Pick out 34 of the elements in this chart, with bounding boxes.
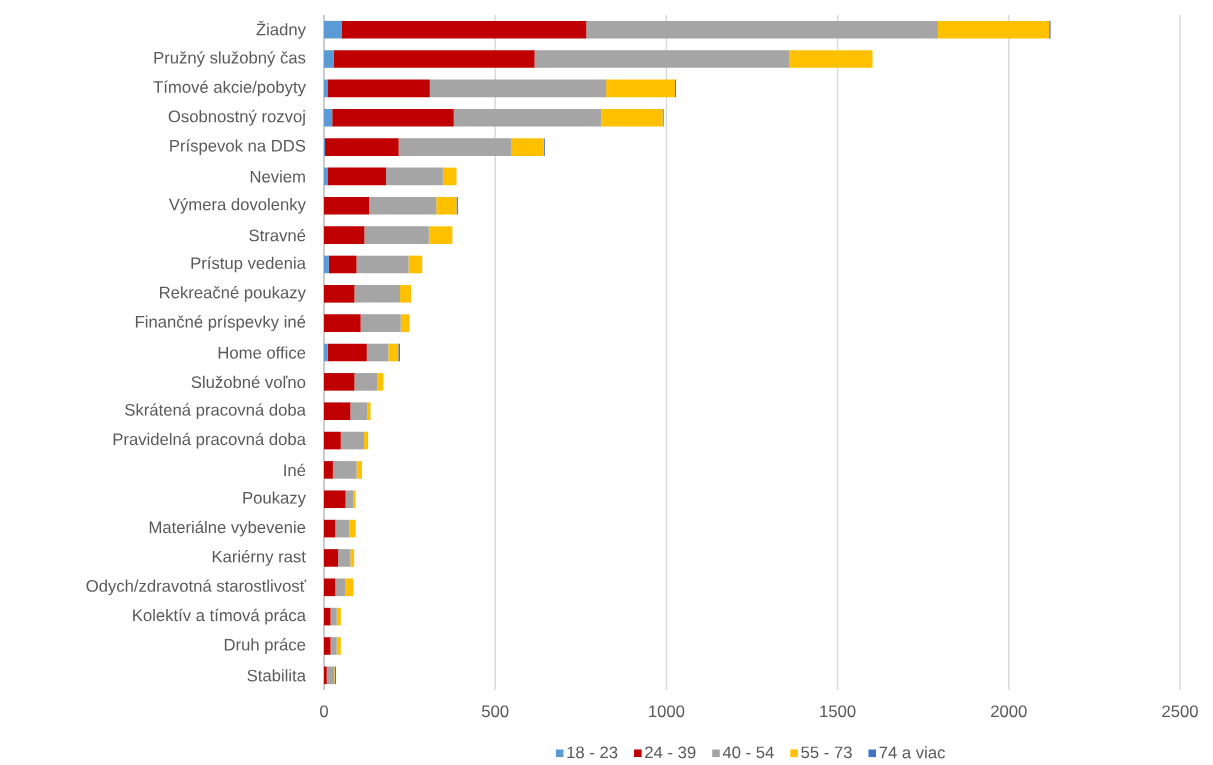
y-tick-label: Služobné voľno (191, 375, 306, 389)
x-tick-label: 1500 (820, 705, 856, 718)
y-tick-label: Prístup vedenia (191, 256, 306, 273)
y-tick-label: Iné (284, 463, 306, 477)
x-tick-label: 2000 (991, 705, 1027, 718)
y-tick-label: Home office (218, 346, 306, 359)
y-tick-label: Neviem (250, 170, 305, 183)
x-tick-label: 1000 (649, 705, 685, 718)
legend-label: 74 a viac (879, 746, 945, 759)
y-tick-label: Žiadny (256, 20, 306, 39)
y-tick-label: Výmera dovolenky (168, 197, 306, 214)
legend-label: 40 - 54 (722, 746, 774, 759)
y-tick-label: Odych/zdravotná starostlivosť (86, 579, 307, 596)
y-tick-label: Rekreačné poukazy (160, 285, 306, 302)
y-tick-label: Stabilita (247, 669, 306, 682)
y-tick-label: Pružný služobný čas (154, 51, 306, 67)
x-tick-label: 0 (320, 705, 328, 718)
y-tick-label: Pravidelná pracovná doba (113, 432, 306, 449)
y-tick-label: Osobnostný rozvoj (168, 109, 305, 126)
y-tick-label: Kolektív a tímová práca (133, 608, 306, 625)
x-tick-label: 500 (481, 705, 509, 718)
legend-label: 24 - 39 (645, 746, 696, 759)
y-tick-label: Materiálne vybevenie (149, 520, 306, 537)
y-tick-label: Príspevok na DDS (170, 139, 306, 155)
y-tick-label: Finančné príspevky iné (135, 315, 306, 332)
y-tick-label: Stravné (249, 228, 306, 242)
y-tick-label: Tímové akcie/pobyty (153, 80, 306, 97)
y-tick-label: Kariérny rast (212, 550, 306, 566)
y-tick-label: Skrátená pracovná doba (125, 403, 306, 420)
x-tick-label: 2500 (1162, 705, 1198, 718)
y-tick-label: Druh práce (224, 638, 306, 654)
legend-label: 18 - 23 (567, 746, 618, 759)
legend-label: 55 - 73 (801, 746, 852, 759)
y-tick-label: Poukazy (243, 491, 306, 508)
